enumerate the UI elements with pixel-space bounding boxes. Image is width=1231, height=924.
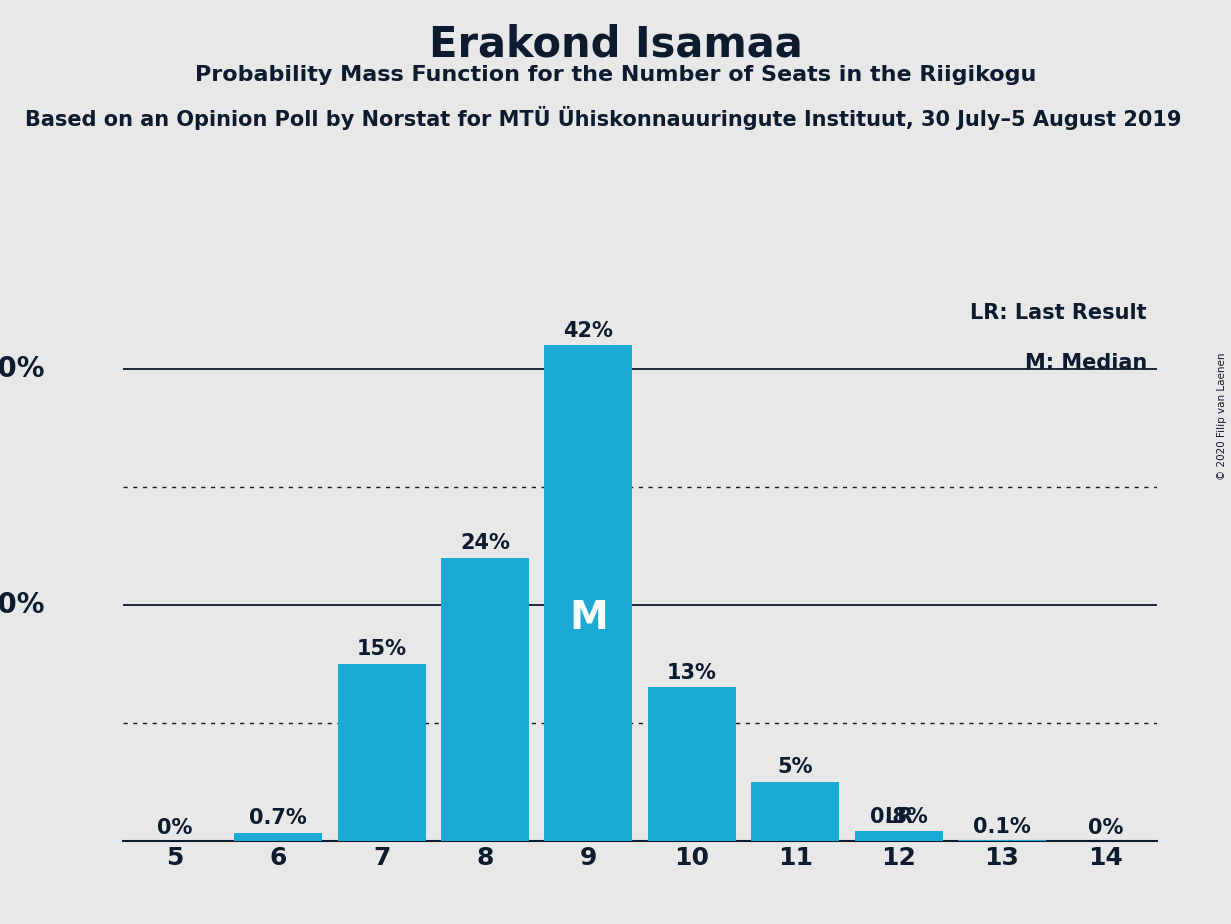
Text: 0.8%: 0.8%: [870, 807, 927, 827]
Bar: [958, 840, 1046, 841]
Bar: [544, 346, 633, 841]
Text: M: M: [569, 599, 608, 637]
Text: © 2020 Filip van Laenen: © 2020 Filip van Laenen: [1217, 352, 1227, 480]
Bar: [854, 832, 943, 841]
Text: 24%: 24%: [460, 533, 510, 553]
Bar: [337, 664, 426, 841]
Text: 0.1%: 0.1%: [974, 818, 1030, 837]
Text: Erakond Isamaa: Erakond Isamaa: [428, 23, 803, 65]
Text: Probability Mass Function for the Number of Seats in the Riigikogu: Probability Mass Function for the Number…: [194, 65, 1037, 85]
Text: 40%: 40%: [0, 355, 46, 383]
Bar: [234, 833, 323, 841]
Text: 0.7%: 0.7%: [250, 808, 307, 828]
Text: 0%: 0%: [158, 819, 192, 838]
Bar: [441, 558, 529, 841]
Text: 15%: 15%: [357, 639, 406, 659]
Text: 5%: 5%: [778, 757, 812, 777]
Text: Based on an Opinion Poll by Norstat for MTÜ Ühiskonnauuringute Instituut, 30 Jul: Based on an Opinion Poll by Norstat for …: [25, 106, 1181, 130]
Bar: [648, 687, 736, 841]
Text: 13%: 13%: [667, 663, 716, 683]
Text: 0%: 0%: [1088, 819, 1123, 838]
Text: M: Median: M: Median: [1024, 353, 1147, 373]
Text: LR: Last Result: LR: Last Result: [970, 303, 1147, 323]
Text: 20%: 20%: [0, 591, 46, 619]
Text: LR: LR: [884, 807, 913, 827]
Bar: [751, 782, 840, 841]
Text: 42%: 42%: [564, 321, 613, 341]
